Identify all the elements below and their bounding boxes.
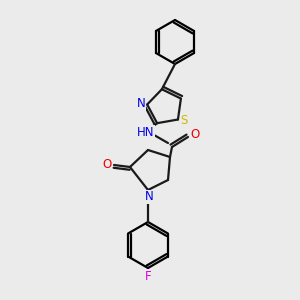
- Text: HN: HN: [137, 125, 155, 139]
- Text: N: N: [145, 190, 153, 203]
- Text: F: F: [145, 269, 151, 283]
- Text: N: N: [137, 97, 146, 110]
- Text: O: O: [190, 128, 200, 142]
- Text: O: O: [102, 158, 112, 172]
- Text: S: S: [180, 114, 188, 127]
